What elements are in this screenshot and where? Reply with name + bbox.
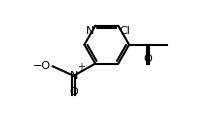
Text: Cl: Cl: [119, 26, 130, 36]
Text: O: O: [69, 87, 78, 97]
Text: O: O: [144, 54, 152, 64]
Text: −O: −O: [33, 61, 51, 71]
Text: N: N: [69, 71, 78, 81]
Text: +: +: [77, 62, 85, 72]
Text: N: N: [86, 26, 95, 36]
